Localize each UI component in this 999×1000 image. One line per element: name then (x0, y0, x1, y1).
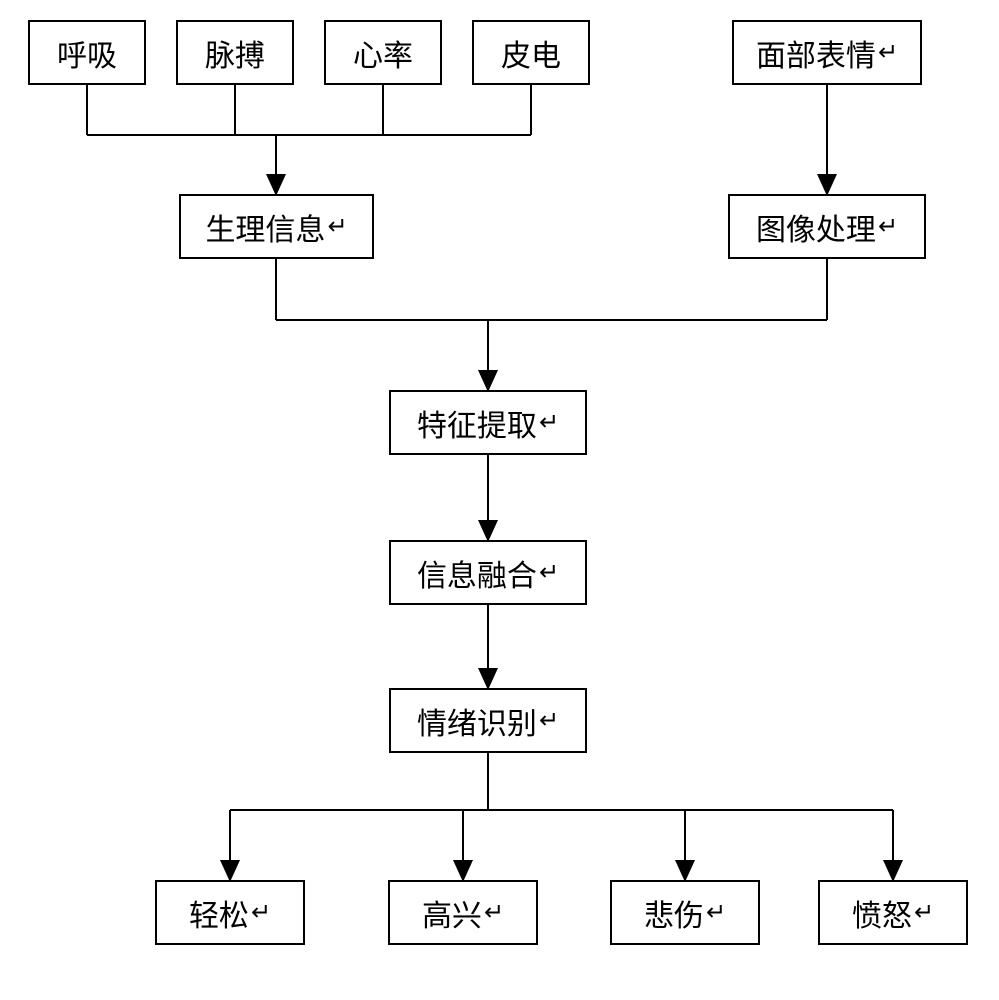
node-label: 轻松 (189, 891, 249, 935)
node-label: 生理信息 (205, 205, 325, 249)
node-pulse: 脉搏 (176, 20, 294, 85)
node-label: 脉搏 (205, 31, 265, 75)
return-icon: ↵ (327, 212, 347, 241)
return-icon: ↵ (914, 898, 934, 927)
node-label: 高兴 (422, 891, 482, 935)
flowchart-connectors (0, 0, 999, 1000)
return-icon: ↵ (539, 558, 559, 587)
return-icon: ↵ (539, 408, 559, 437)
node-label: 皮电 (501, 31, 561, 75)
return-icon: ↵ (484, 898, 504, 927)
return-icon: ↵ (539, 706, 559, 735)
return-icon: ↵ (878, 38, 898, 67)
node-information-fusion: 信息融合↵ (389, 540, 587, 605)
node-happy: 高兴↵ (388, 880, 538, 945)
node-facial-expression: 面部表情↵ (732, 20, 922, 85)
node-physiological-info: 生理信息↵ (179, 194, 374, 259)
node-relaxed: 轻松↵ (155, 880, 305, 945)
node-image-processing: 图像处理↵ (728, 194, 926, 259)
return-icon: ↵ (878, 212, 898, 241)
node-feature-extraction: 特征提取↵ (389, 390, 587, 455)
node-label: 心率 (353, 31, 413, 75)
node-label: 呼吸 (57, 31, 117, 75)
node-angry: 愤怒↵ (818, 880, 968, 945)
node-sad: 悲伤↵ (610, 880, 760, 945)
node-emotion-recognition: 情绪识别↵ (389, 688, 587, 753)
node-label: 面部表情 (756, 31, 876, 75)
node-label: 愤怒 (852, 891, 912, 935)
return-icon: ↵ (706, 898, 726, 927)
node-label: 悲伤 (644, 891, 704, 935)
node-heartrate: 心率 (324, 20, 442, 85)
return-icon: ↵ (251, 898, 271, 927)
node-label: 图像处理 (756, 205, 876, 249)
node-label: 特征提取 (417, 401, 537, 445)
node-label: 情绪识别 (417, 699, 537, 743)
node-label: 信息融合 (417, 551, 537, 595)
node-breathing: 呼吸 (28, 20, 146, 85)
node-skin-conductance: 皮电 (472, 20, 590, 85)
